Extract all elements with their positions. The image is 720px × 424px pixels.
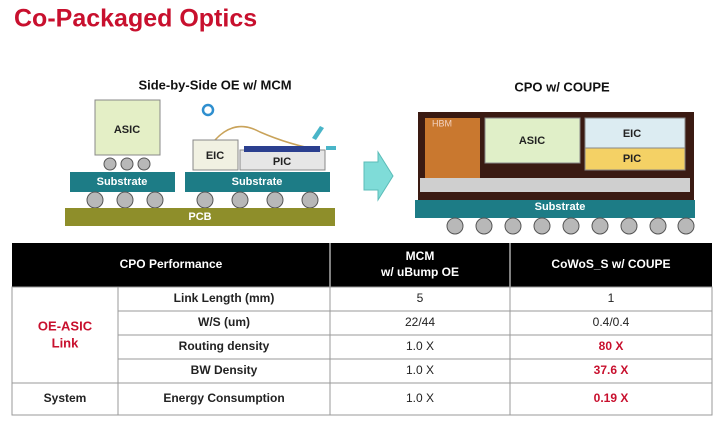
pic-label: PIC	[623, 153, 641, 165]
coupe-value: 1	[608, 291, 615, 305]
column-header: CoWoS_S w/ COUPE	[551, 257, 670, 271]
group-label: Link	[52, 335, 79, 350]
eic-die	[192, 139, 239, 171]
bump	[120, 157, 134, 171]
solder-ball	[231, 191, 249, 209]
mcm-value: 1.0 X	[406, 339, 434, 353]
metric: W/S (um)	[198, 315, 250, 329]
metric: Link Length (mm)	[174, 291, 275, 305]
column-header: MCM	[406, 249, 435, 263]
fiber	[312, 126, 324, 140]
group-label: OE-ASIC	[38, 318, 93, 333]
solder-ball	[146, 191, 164, 209]
mcm-value: 22/44	[405, 315, 435, 329]
interposer	[420, 178, 690, 192]
asic-die	[484, 117, 581, 164]
bump	[103, 157, 117, 171]
mcm-value: 5	[417, 291, 424, 305]
solder-ball	[475, 217, 493, 235]
asic-die	[94, 99, 161, 156]
eic-label: EIC	[623, 128, 641, 140]
hbm-stack	[425, 118, 480, 178]
solder-ball	[562, 217, 580, 235]
asic-label: ASIC	[519, 135, 545, 147]
solder-ball	[649, 217, 667, 235]
coupe-value: 37.6 X	[594, 363, 629, 377]
metric: BW Density	[191, 363, 258, 377]
solder-ball	[677, 217, 695, 235]
solder-ball	[301, 191, 319, 209]
substrate	[415, 200, 695, 218]
solder-ball	[116, 191, 134, 209]
solder-ball	[591, 217, 609, 235]
metric: Routing density	[179, 339, 270, 353]
solder-ball	[86, 191, 104, 209]
substrate-label: Substrate	[97, 176, 148, 188]
slide-title: Co-Packaged Optics	[14, 5, 257, 33]
substrate-label: Substrate	[232, 176, 283, 188]
substrate-label: Substrate	[535, 201, 586, 213]
lens-icon	[201, 103, 215, 117]
pcb	[65, 208, 335, 226]
metric: Energy Consumption	[163, 391, 284, 405]
solder-ball	[620, 217, 638, 235]
arrow	[363, 150, 394, 202]
coupe-value: 0.4/0.4	[593, 315, 630, 329]
group-label: System	[44, 391, 87, 405]
coupe-value: 80 X	[599, 339, 624, 353]
diagram-caption: CPO w/ COUPE	[514, 79, 610, 94]
pic-waveguides	[244, 146, 320, 152]
solder-ball	[446, 217, 464, 235]
solder-ball	[266, 191, 284, 209]
mcm-diagram: Side-by-Side OE w/ MCM ASIC EIC PIC Subs…	[65, 77, 336, 226]
substrate	[70, 172, 175, 192]
pic-label: PIC	[273, 156, 291, 168]
coupe-value: 0.19 X	[594, 391, 629, 405]
solder-ball	[196, 191, 214, 209]
pcb-label: PCB	[188, 211, 211, 223]
eic-label: EIC	[206, 150, 224, 162]
bump	[137, 157, 151, 171]
pic-die	[584, 147, 686, 171]
mcm-value: 1.0 X	[406, 391, 434, 405]
asic-label: ASIC	[114, 124, 140, 136]
hbm-label: HBM	[432, 118, 452, 128]
table-header	[12, 243, 712, 287]
table-body	[11, 286, 713, 416]
coupe-diagram: CPO w/ COUPE HBM ASIC EIC PIC Substrate	[415, 79, 695, 235]
performance-table: CPO Performance MCM w/ uBump OE CoWoS_S …	[11, 243, 713, 416]
substrate	[185, 172, 330, 192]
solder-ball	[504, 217, 522, 235]
fiber	[326, 146, 336, 150]
eic-die	[584, 117, 686, 149]
solder-ball	[533, 217, 551, 235]
diagram-caption: Side-by-Side OE w/ MCM	[138, 77, 291, 92]
column-header: CPO Performance	[120, 257, 223, 271]
column-header: w/ uBump OE	[380, 265, 459, 279]
mcm-value: 1.0 X	[406, 363, 434, 377]
